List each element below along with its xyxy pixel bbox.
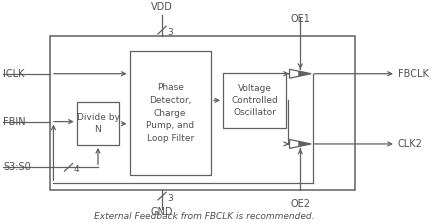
Text: Divide by: Divide by	[76, 113, 119, 122]
Text: FBIN: FBIN	[3, 117, 26, 127]
Polygon shape	[299, 71, 309, 76]
Text: Oscillator: Oscillator	[233, 107, 276, 117]
Bar	[223, 73, 286, 128]
Text: GND: GND	[151, 207, 173, 217]
Text: Loop Filter: Loop Filter	[146, 134, 194, 143]
Text: VDD: VDD	[151, 2, 173, 12]
Bar	[130, 51, 211, 175]
Text: Phase: Phase	[157, 83, 184, 92]
Text: Voltage: Voltage	[238, 84, 272, 93]
Polygon shape	[299, 142, 309, 146]
Text: Pump, and: Pump, and	[146, 121, 194, 130]
Bar	[50, 37, 355, 190]
Text: 3: 3	[167, 194, 173, 203]
Text: Detector,: Detector,	[149, 96, 191, 105]
Text: OE2: OE2	[290, 199, 310, 209]
Text: N: N	[95, 125, 102, 134]
Text: S3:S0: S3:S0	[3, 162, 31, 172]
Text: 4: 4	[74, 165, 79, 174]
Text: CLK2: CLK2	[398, 139, 423, 149]
Text: 3: 3	[167, 28, 173, 37]
Bar	[76, 102, 119, 145]
Text: FBCLK: FBCLK	[398, 69, 429, 79]
Text: OE1: OE1	[290, 14, 310, 24]
Text: External Feedback from FBCLK is recommended.: External Feedback from FBCLK is recommen…	[95, 212, 315, 221]
Text: Charge: Charge	[154, 109, 187, 118]
Text: Controlled: Controlled	[231, 96, 278, 105]
Text: ICLK: ICLK	[3, 69, 25, 79]
